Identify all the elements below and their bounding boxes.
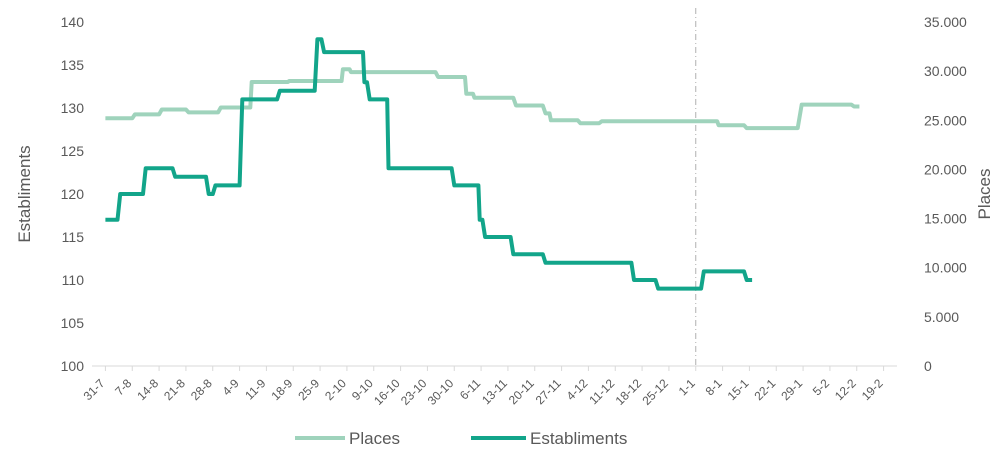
x-tick-label: 4-12 xyxy=(564,376,591,403)
y-tick-label: 115 xyxy=(62,229,85,245)
y2-axis-title: Places xyxy=(975,168,994,219)
x-tick-label: 27-11 xyxy=(533,376,564,407)
x-tick-label: 7-8 xyxy=(112,376,134,398)
x-tick-label: 8-1 xyxy=(703,376,725,398)
x-tick-label: 13-11 xyxy=(479,376,510,407)
y-tick-label: 130 xyxy=(61,100,85,116)
x-tick-label: 15-1 xyxy=(725,376,752,403)
series-line-places xyxy=(105,67,860,131)
x-tick-label: 28-8 xyxy=(188,376,215,403)
y-tick-label: 105 xyxy=(61,315,85,331)
series-layer xyxy=(105,37,860,291)
x-tick-label: 14-8 xyxy=(134,376,161,403)
axes-layer: 100 105 110 115 120 125 130 135 140 0 5.000 10.000 1… xyxy=(15,14,994,408)
x-tick-label: 30-10 xyxy=(425,376,457,408)
x-tick-label: 4-9 xyxy=(220,376,242,398)
y2-tick-label: 20.000 xyxy=(924,161,967,177)
x-tick-label: 11-9 xyxy=(242,376,268,402)
y-axis-title: Establiments xyxy=(15,145,34,242)
x-tick-label: 1-1 xyxy=(676,376,698,398)
y2-tick-label: 25.000 xyxy=(924,112,967,128)
x-tick-label: 19-2 xyxy=(859,376,886,403)
x-tick-label: 21-8 xyxy=(161,376,188,403)
y-tick-label: 140 xyxy=(61,14,85,30)
y2-tick-label: 35.000 xyxy=(924,14,967,30)
y-tick-label: 125 xyxy=(61,143,85,159)
y2-tick-label: 15.000 xyxy=(924,211,967,227)
legend-label-places: Places xyxy=(349,429,400,448)
x-tick-label: 11-12 xyxy=(586,376,617,407)
x-tick-label: 18-9 xyxy=(268,376,295,403)
y-tick-label: 110 xyxy=(62,272,85,288)
y2-tick-label: 30.000 xyxy=(924,63,967,79)
x-tick-label: 20-11 xyxy=(506,376,537,407)
x-tick-label: 22-1 xyxy=(751,376,778,403)
x-tick-label: 25-9 xyxy=(295,376,322,403)
y2-tick-label: 10.000 xyxy=(924,260,967,276)
x-tick-label: 16-10 xyxy=(371,376,403,408)
x-tick-label: 2-10 xyxy=(322,376,349,403)
y2-tick-label: 5.000 xyxy=(924,309,959,325)
x-tick-label: 18-12 xyxy=(613,376,645,408)
x-tick-label: 31-7 xyxy=(81,376,108,403)
x-tick-label: 29-1 xyxy=(778,376,805,403)
x-tick-label: 23-10 xyxy=(398,376,430,408)
y2-tick-label: 0 xyxy=(924,358,932,374)
legend-label-establiments: Establiments xyxy=(530,429,627,448)
y-tick-label: 100 xyxy=(61,358,85,374)
x-tick-label: 12-2 xyxy=(832,376,859,403)
y-tick-label: 120 xyxy=(61,186,85,202)
y-tick-label: 135 xyxy=(61,57,85,73)
series-line-establiments xyxy=(105,37,753,291)
legend: Places Establiments xyxy=(295,429,627,448)
x-tick-label: 25-12 xyxy=(639,376,671,408)
x-tick-label: 5-2 xyxy=(810,376,832,398)
